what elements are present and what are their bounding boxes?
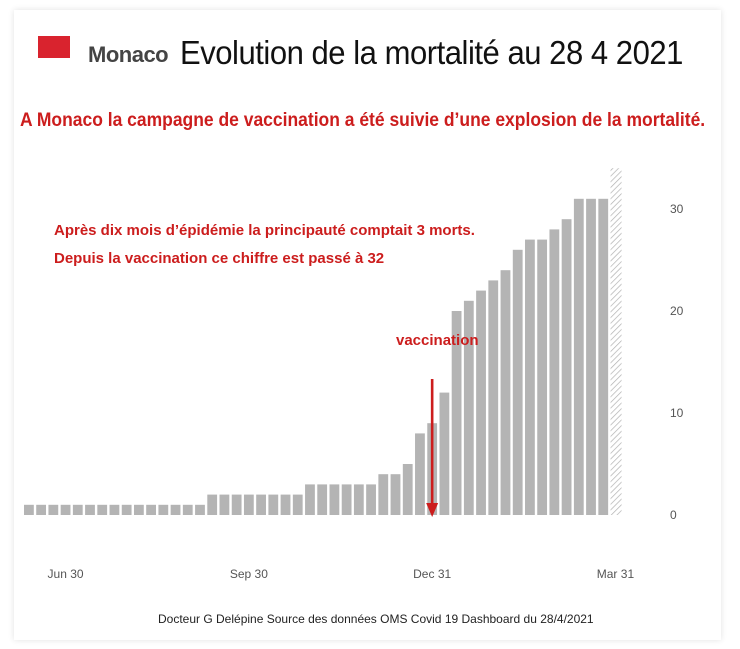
bar	[207, 494, 218, 515]
data-cutoff-hatch	[610, 168, 622, 515]
bar	[36, 504, 47, 515]
bar	[500, 270, 511, 515]
bar	[402, 464, 413, 515]
bar	[72, 504, 83, 515]
y-tick-label: 0	[670, 508, 677, 522]
bar	[170, 504, 181, 515]
bar	[158, 504, 169, 515]
bar	[60, 504, 71, 515]
bar	[329, 484, 340, 515]
y-tick-label: 20	[670, 304, 684, 318]
bar	[231, 494, 242, 515]
bar	[488, 280, 499, 515]
country-label: Monaco	[88, 42, 169, 67]
bar	[85, 504, 95, 515]
bar	[341, 484, 352, 515]
bar	[537, 239, 548, 515]
bar	[378, 474, 389, 515]
bar	[415, 433, 425, 515]
bar	[598, 198, 609, 516]
bar	[353, 484, 364, 515]
bar	[182, 504, 193, 515]
bar	[219, 494, 230, 515]
y-tick-label: 30	[670, 202, 684, 216]
x-tick-label: Mar 31	[597, 567, 635, 581]
bar	[549, 229, 560, 515]
bar	[133, 504, 144, 515]
x-tick-label: Jun 30	[48, 567, 84, 581]
bar	[243, 494, 254, 515]
bar	[280, 494, 291, 515]
bar	[256, 494, 266, 515]
source-footer: Docteur G Delépine Source des données OM…	[158, 612, 594, 626]
x-tick-label: Dec 31	[413, 567, 451, 581]
bar	[121, 504, 132, 515]
bar	[463, 300, 474, 515]
headline: A Monaco la campagne de vaccination a ét…	[20, 110, 706, 131]
y-tick-label: 10	[670, 406, 684, 420]
bar	[561, 219, 572, 515]
bar	[195, 504, 205, 515]
bar	[24, 504, 34, 515]
vaccination-label: vaccination	[396, 332, 479, 349]
bar	[525, 239, 535, 515]
bar	[476, 290, 486, 515]
bar	[366, 484, 376, 515]
x-tick-label: Sep 30	[230, 567, 268, 581]
bar	[48, 504, 59, 515]
bar	[109, 504, 120, 515]
note-after-vaccination: Depuis la vaccination ce chiffre est pas…	[54, 250, 385, 267]
page-title: Evolution de la mortalité au 28 4 2021	[180, 34, 683, 71]
bar	[317, 484, 328, 515]
bar	[573, 198, 584, 516]
bar	[451, 311, 462, 515]
bar	[146, 504, 156, 515]
bar	[390, 474, 401, 515]
bar	[439, 392, 450, 515]
flag-monaco	[38, 36, 70, 58]
bar	[512, 249, 523, 516]
note-before-vaccination: Après dix mois d’épidémie la principauté…	[54, 222, 475, 239]
bar	[97, 504, 108, 515]
bar	[586, 198, 596, 516]
vaccination-arrow-head	[426, 503, 439, 517]
bar	[268, 494, 279, 515]
bar	[292, 494, 303, 515]
bar	[305, 484, 315, 515]
